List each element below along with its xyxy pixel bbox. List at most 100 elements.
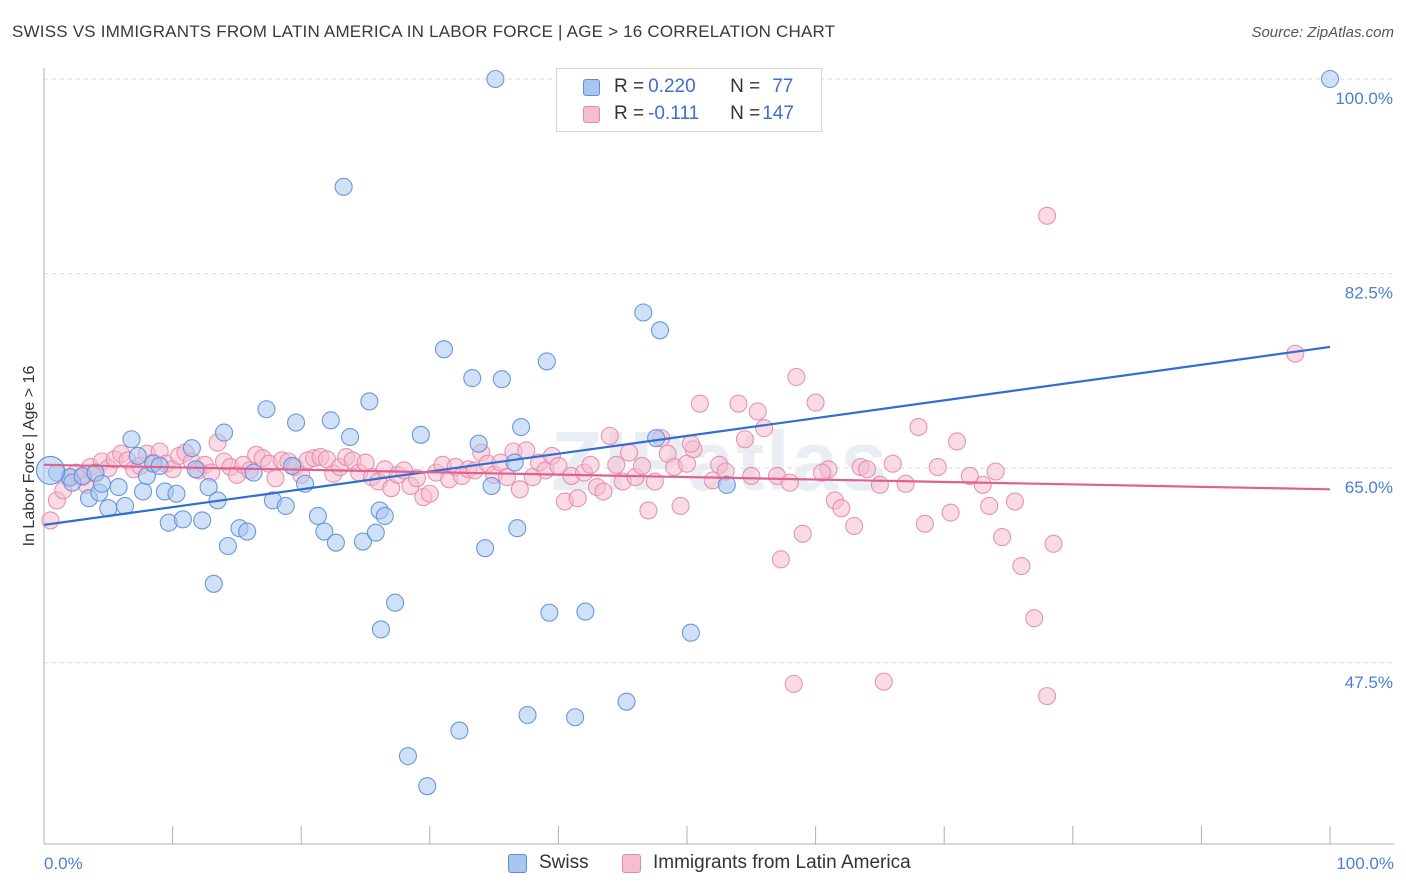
swiss-point (717, 475, 736, 494)
swiss-point (634, 303, 653, 322)
swiss-point (193, 511, 212, 530)
latin-america-point (632, 456, 652, 475)
latin-america-point (780, 473, 799, 492)
chart-title: SWISS VS IMMIGRANTS FROM LATIN AMERICA I… (12, 22, 836, 41)
swiss-point (492, 370, 511, 389)
y-tick-label: 100.0% (1335, 89, 1393, 108)
x-tick-label: 100.0% (1336, 854, 1394, 873)
swiss-point (360, 392, 379, 411)
latin-america-point (870, 475, 889, 494)
latin-america-point (671, 496, 690, 516)
swiss-point (650, 321, 670, 340)
swiss-point (92, 474, 111, 493)
swiss-point (341, 427, 360, 447)
swiss-point (122, 430, 141, 449)
latin-america-point (735, 430, 754, 449)
trend-lines (43, 345, 1331, 526)
latin-america-point (928, 458, 947, 477)
latin-america-point (980, 496, 999, 516)
swiss-point (450, 721, 469, 740)
legend-n-value: 147 (762, 103, 794, 124)
latin-america-point (915, 514, 934, 533)
swiss-point (321, 411, 340, 430)
swiss-point (218, 536, 237, 556)
latin-america-point (832, 499, 851, 518)
latin-america-point (600, 426, 619, 445)
swiss-point (315, 522, 334, 541)
latin-america-point (973, 475, 992, 494)
latin-america-point (960, 466, 979, 486)
swiss-point (204, 574, 223, 593)
swiss-point (434, 340, 453, 359)
swiss-point (244, 463, 263, 482)
latin-america-point (748, 402, 767, 421)
y-tick-label: 47.5% (1345, 673, 1393, 692)
swiss-point (109, 478, 128, 497)
latin-america-point (41, 511, 60, 530)
latin-america-point (948, 432, 967, 451)
swiss-point (1320, 69, 1340, 89)
latin-america-trend-line (43, 463, 1331, 491)
series-legend-latin: Immigrants from Latin America (622, 852, 911, 874)
series-legend-swiss: Swiss (508, 852, 589, 874)
swiss-point (167, 484, 186, 503)
latin-america-point (742, 466, 761, 486)
swiss-point (463, 369, 482, 388)
latin-swatch (583, 105, 600, 123)
latin-america-point (510, 480, 529, 499)
latin-america-point (845, 516, 864, 536)
latin-america-point (620, 443, 639, 462)
swiss-swatch (583, 78, 600, 96)
latin-america-point (568, 489, 587, 508)
swiss-point (375, 506, 394, 526)
latin-america-point (729, 394, 748, 413)
swiss-point (308, 506, 327, 526)
legend-n-label: N = (730, 76, 761, 97)
latin-america-point (784, 674, 803, 693)
series-legend-label: Swiss (539, 852, 589, 873)
series-legend: Swiss Immigrants from Latin America (0, 852, 1406, 876)
latin-america-point (812, 463, 832, 482)
swiss-point (133, 482, 153, 501)
swiss-point (537, 352, 556, 371)
swiss-point (371, 620, 390, 639)
correlation-legend: R = 0.220 N = 77 R = -0.111 N = 147 (556, 68, 822, 132)
swiss-point (540, 603, 559, 622)
swiss-point (334, 177, 353, 196)
latin-america-point (883, 454, 902, 473)
swiss-point (386, 593, 405, 612)
latin-america-points (41, 206, 1305, 706)
x-tick-label: 0.0% (44, 854, 83, 873)
latin-america-point (1038, 687, 1057, 706)
swiss-trend-line (43, 345, 1331, 526)
swiss-point (411, 425, 430, 444)
latin-america-point (1012, 556, 1031, 576)
latin-america-point (874, 672, 893, 691)
swiss-point (576, 602, 595, 621)
swiss-point (486, 69, 505, 89)
swiss-point (512, 417, 531, 437)
swiss-point (173, 510, 192, 529)
swiss-point (257, 400, 276, 419)
swiss-point (566, 708, 585, 727)
swiss-point (418, 777, 437, 796)
y-tick-label: 65.0% (1345, 478, 1393, 497)
swiss-point (199, 478, 218, 497)
swiss-point (617, 692, 636, 711)
latin-america-point (896, 474, 915, 493)
swiss-point (287, 413, 306, 432)
legend-r-label: R = (614, 76, 645, 97)
swiss-point (128, 446, 147, 465)
legend-row-swiss: R = 0.220 N = 77 (583, 76, 793, 98)
swiss-point (505, 453, 524, 472)
legend-n-label: N = (730, 103, 761, 124)
swiss-point (469, 434, 488, 453)
swiss-point (482, 476, 501, 496)
legend-r-label: R = (614, 103, 645, 124)
swiss-point (326, 533, 345, 552)
latin-america-point (771, 550, 790, 569)
swiss-swatch (508, 853, 527, 873)
swiss-point (647, 429, 666, 448)
legend-row-latin: R = -0.111 N = 147 (583, 103, 794, 125)
swiss-points (35, 69, 1340, 796)
